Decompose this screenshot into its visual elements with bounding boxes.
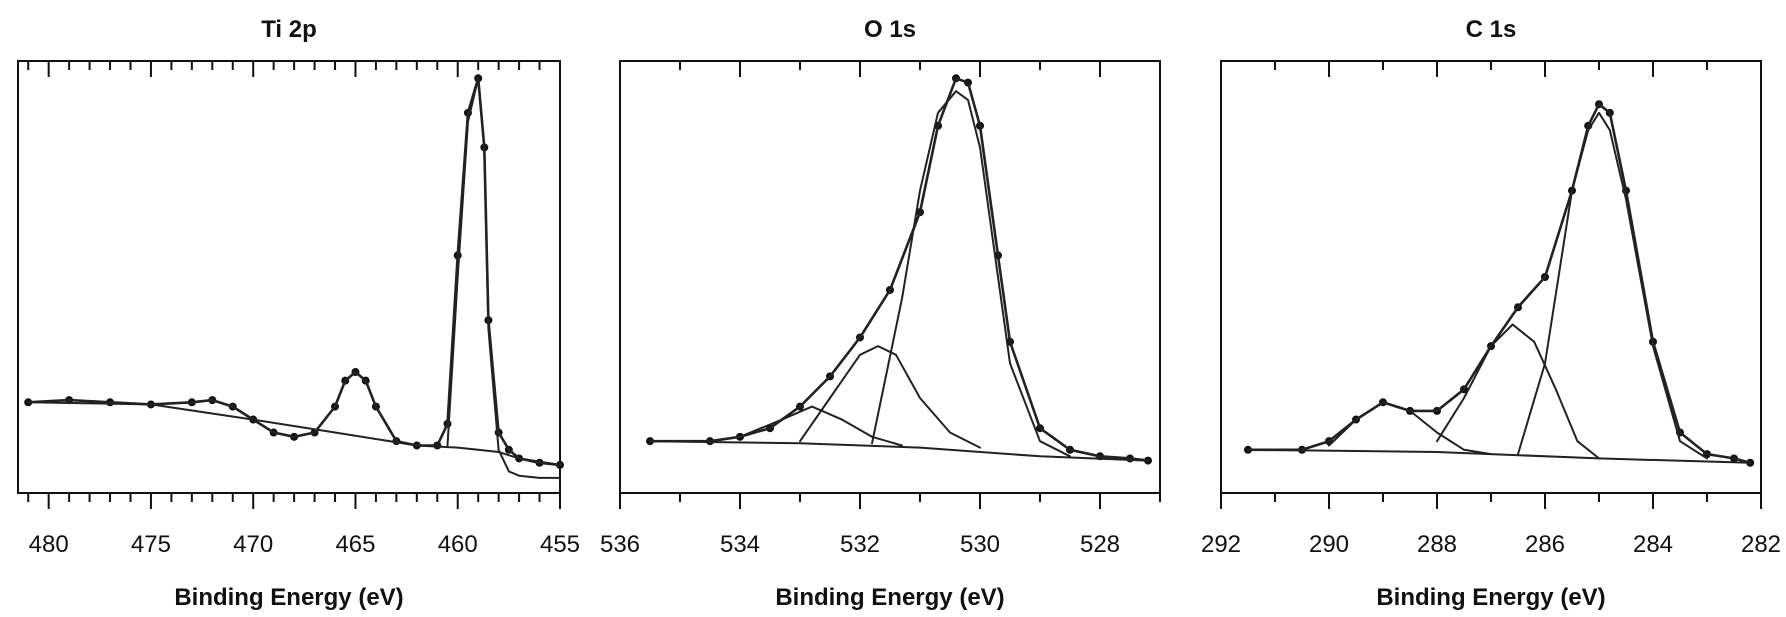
x-tick-label: 292: [1201, 531, 1241, 558]
chart-title: Ti 2p: [261, 16, 317, 43]
x-tick-label: 536: [600, 531, 640, 558]
chart-panel-0: Ti 2p Binding Energy (eV) 480 475 470 465 460 4…: [17, 16, 580, 611]
series-line: [799, 345, 981, 449]
x-tick-label: 470: [233, 531, 273, 558]
series-line: [739, 405, 903, 447]
x-tick-label: 534: [720, 531, 760, 558]
chart-title: C 1s: [1466, 16, 1517, 43]
chart-panel-1: O 1s Binding Energy (eV) 536 534 532 530 528: [600, 16, 1161, 611]
chart-title: O 1s: [864, 16, 916, 43]
x-tick-label: 530: [960, 531, 1000, 558]
x-tick-label: 528: [1080, 531, 1120, 558]
series-line: [648, 77, 1150, 462]
series-line: [26, 77, 562, 467]
series-line: [871, 90, 1071, 458]
x-tick-label: 290: [1309, 531, 1349, 558]
x-axis-label: Binding Energy (eV): [775, 584, 1004, 611]
x-tick-label: 532: [840, 531, 880, 558]
plot-frame: [17, 60, 561, 494]
x-tick-label: 286: [1525, 531, 1565, 558]
x-tick-label: 465: [335, 531, 375, 558]
series-line: [1246, 102, 1752, 465]
x-tick-label: 288: [1417, 531, 1457, 558]
series-line: [1517, 111, 1708, 460]
x-tick-label: 460: [438, 531, 478, 558]
series-line: [446, 77, 561, 479]
series-line: [1328, 401, 1492, 456]
x-axis-label: Binding Energy (eV): [1376, 584, 1605, 611]
x-tick-label: 480: [29, 531, 69, 558]
series-line: [27, 401, 561, 466]
series-line: [1436, 323, 1600, 460]
x-tick-label: 282: [1741, 531, 1781, 558]
x-axis-label: Binding Energy (eV): [174, 584, 403, 611]
series-line: [1247, 448, 1752, 464]
x-tick-label: 455: [540, 531, 580, 558]
x-tick-label: 284: [1633, 531, 1673, 558]
x-tick-label: 475: [131, 531, 171, 558]
series-line: [649, 440, 1149, 462]
plot-frame: [619, 60, 1161, 494]
chart-panel-2: C 1s Binding Energy (eV) 292 290 288 286 284 28…: [1201, 16, 1781, 611]
